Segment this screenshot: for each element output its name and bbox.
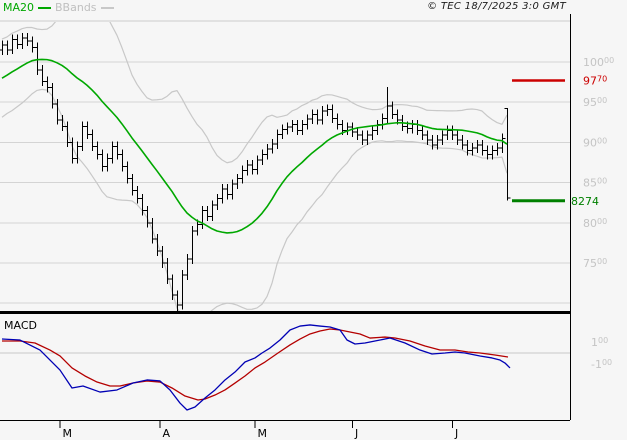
macd-scale-label: 100 — [591, 336, 608, 349]
candlesticks — [0, 33, 511, 311]
month-tick-label: J — [454, 427, 458, 440]
month-tick-label: M — [258, 427, 268, 440]
legend-bbands-swatch — [100, 7, 114, 9]
legend: MA20 BBands — [3, 2, 114, 14]
legend-ma20-swatch — [38, 7, 52, 9]
copyright-timestamp: © TEC 18/7/2025 3:0 GMT — [427, 1, 566, 12]
bollinger-lower-line — [1, 88, 508, 311]
price-tick-label: 9000 — [583, 136, 607, 149]
month-tick-label: J — [354, 427, 358, 440]
macd-pane-label: MACD — [4, 319, 37, 332]
price-gridlines — [0, 61, 570, 304]
price-tick-label: 7500 — [583, 257, 607, 270]
price-axis-labels: 10000 9500 9000 8500 8000 7500 — [583, 56, 614, 270]
month-tick-label: A — [163, 427, 171, 440]
macd-line — [1, 324, 511, 411]
price-tick-label: 8500 — [583, 177, 607, 190]
price-tick-label: 10000 — [583, 56, 614, 69]
price-tick-label: 8000 — [583, 217, 607, 230]
month-tick-label: M — [63, 427, 73, 440]
pane-separator — [0, 311, 570, 314]
macd-scale-label: -100 — [591, 358, 612, 371]
resistance-label: 9770 — [583, 74, 607, 87]
price-tick-label: 9500 — [583, 96, 607, 109]
support-label: 8274 — [571, 195, 599, 208]
legend-bbands-label: BBands — [55, 1, 97, 14]
bollinger-upper-line — [1, 22, 508, 164]
legend-ma20-label: MA20 — [3, 1, 35, 14]
ma20-line — [1, 58, 508, 234]
macd-signal-line — [2, 328, 509, 401]
